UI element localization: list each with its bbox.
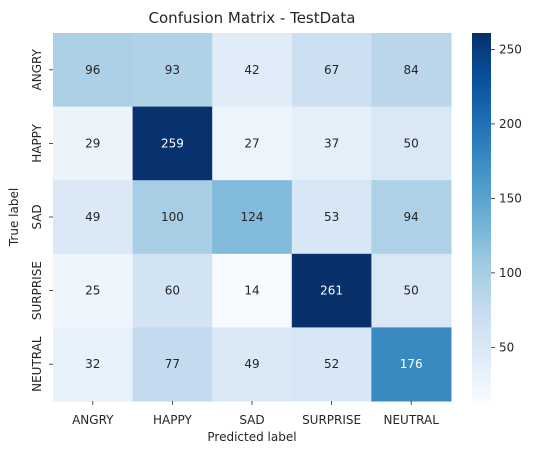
- colorbar-tick-label: 250: [499, 42, 522, 56]
- colorbar-tick-label: 200: [499, 117, 522, 131]
- heatmap-cell: [291, 253, 372, 328]
- chart-title: Confusion Matrix - TestData: [149, 9, 356, 27]
- heatmap-cell: [371, 106, 452, 181]
- heatmap-cell: [291, 33, 372, 108]
- heatmap-cell: [291, 106, 372, 181]
- colorbar-tick-label: 100: [499, 266, 522, 280]
- heatmap-cell: [132, 180, 213, 255]
- y-tick-label: NEUTRAL: [30, 336, 44, 392]
- y-tick-label: SURPRISE: [30, 261, 44, 320]
- heatmap-cell: [53, 180, 134, 255]
- x-tick-label: HAPPY: [153, 413, 192, 427]
- cell-value-label: 67: [324, 63, 339, 77]
- heatmap-cell: [212, 180, 293, 255]
- colorbar-tick-label: 50: [499, 340, 514, 354]
- cell-value-label: 50: [404, 136, 419, 150]
- cell-value-label: 94: [404, 210, 419, 224]
- heatmap-cell: [291, 180, 372, 255]
- cell-value-label: 50: [404, 284, 419, 298]
- heatmap-cells: 96 93 42 67 84 29 259 27 37 50 49 100 124 53 94 25 60 14 2…: [53, 33, 452, 402]
- cell-value-label: 14: [244, 284, 259, 298]
- heatmap-cell: [53, 327, 134, 402]
- x-axis-label: Predicted label: [207, 430, 296, 444]
- cell-value-label: 37: [324, 136, 339, 150]
- heatmap-cell: [212, 33, 293, 108]
- colorbar-ticks: 50 100 150 200 250: [491, 42, 522, 354]
- x-tick-label: ANGRY: [72, 413, 114, 427]
- heatmap-cell: [212, 253, 293, 328]
- y-tick-label: ANGRY: [30, 48, 44, 90]
- cell-value-label: 53: [324, 210, 339, 224]
- x-tick-label: SAD: [239, 413, 264, 427]
- cell-value-label: 77: [165, 357, 180, 371]
- cell-value-label: 100: [161, 210, 184, 224]
- cell-value-label: 29: [85, 136, 100, 150]
- heatmap-cell: [132, 253, 213, 328]
- heatmap-cell: [132, 327, 213, 402]
- heatmap-cell: [371, 253, 452, 328]
- x-tick-labels: ANGRY HAPPY SAD SURPRISE NEUTRAL: [72, 401, 439, 427]
- cell-value-label: 25: [85, 284, 100, 298]
- heatmap-cell: [53, 106, 134, 181]
- cell-value-label: 261: [320, 284, 343, 298]
- cell-value-label: 84: [404, 63, 419, 77]
- heatmap-cell: [371, 180, 452, 255]
- heatmap-cell: [212, 106, 293, 181]
- cell-value-label: 259: [161, 136, 184, 150]
- cell-value-label: 42: [244, 63, 259, 77]
- heatmap-cell: [53, 33, 134, 108]
- cell-value-label: 32: [85, 357, 100, 371]
- heatmap-cell: [53, 253, 134, 328]
- cell-value-label: 49: [244, 357, 259, 371]
- cell-value-label: 176: [400, 357, 423, 371]
- heatmap-cell: [132, 33, 213, 108]
- heatmap-cell: [291, 327, 372, 402]
- cell-value-label: 96: [85, 63, 100, 77]
- y-tick-label: HAPPY: [30, 123, 44, 162]
- y-tick-labels: ANGRY HAPPY SAD SURPRISE NEUTRAL: [30, 48, 53, 392]
- cell-value-label: 49: [85, 210, 100, 224]
- heatmap-cell: [212, 327, 293, 402]
- colorbar: [472, 33, 491, 401]
- heatmap-cell: [371, 327, 452, 402]
- cell-value-label: 52: [324, 357, 339, 371]
- x-tick-label: NEUTRAL: [383, 413, 439, 427]
- cell-value-label: 60: [165, 284, 180, 298]
- y-axis-label: True label: [7, 188, 21, 247]
- heatmap-cell: [132, 106, 213, 181]
- colorbar-tick-label: 150: [499, 191, 522, 205]
- cell-value-label: 93: [165, 63, 180, 77]
- x-tick-label: SURPRISE: [302, 413, 361, 427]
- cell-value-label: 27: [244, 136, 259, 150]
- heatmap-cell: [371, 33, 452, 108]
- y-tick-label: SAD: [30, 204, 44, 229]
- cell-value-label: 124: [241, 210, 264, 224]
